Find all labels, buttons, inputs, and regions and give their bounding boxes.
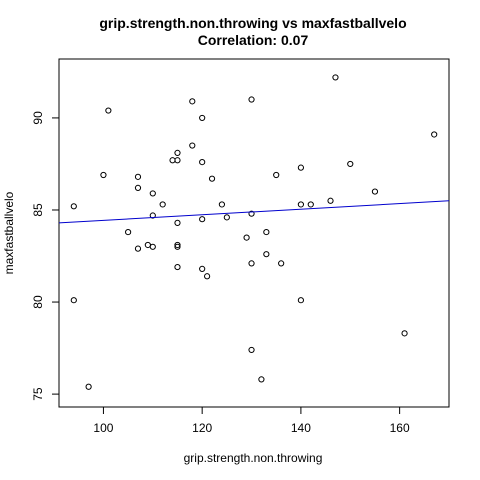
data-point <box>297 201 304 208</box>
data-point <box>401 330 408 337</box>
data-point <box>248 210 255 217</box>
data-point <box>431 131 438 138</box>
x-tick-label: 100 <box>93 421 113 435</box>
data-point <box>297 164 304 171</box>
data-point <box>149 243 156 250</box>
data-point <box>174 219 181 226</box>
data-point <box>248 260 255 267</box>
data-point <box>70 297 77 304</box>
data-point <box>347 160 354 168</box>
data-point <box>263 228 270 236</box>
data-point <box>218 201 226 208</box>
data-point <box>174 157 181 164</box>
data-point <box>100 171 107 179</box>
chart-subtitle: Correlation: 0.07 <box>198 32 309 48</box>
data-point <box>174 241 181 249</box>
data-point <box>149 190 156 197</box>
data-point <box>134 245 142 252</box>
x-tick-label: 160 <box>390 421 410 435</box>
plot-frame <box>58 58 450 408</box>
data-point <box>243 234 250 241</box>
x-axis-label: grip.strength.non.throwing <box>184 451 323 465</box>
data-point <box>332 74 339 81</box>
data-point <box>70 203 77 210</box>
data-point <box>307 201 314 208</box>
regression-line <box>58 200 450 224</box>
data-point <box>258 376 265 383</box>
data-point <box>85 383 92 390</box>
data-point <box>189 98 196 105</box>
data-point <box>371 188 379 195</box>
x-tick-label: 140 <box>291 421 311 435</box>
data-point <box>223 214 230 221</box>
data-point <box>208 175 216 182</box>
data-point <box>204 273 211 280</box>
data-point <box>263 251 270 258</box>
data-point <box>174 149 181 157</box>
y-tick-label: 75 <box>31 387 45 401</box>
x-axis: 100 120 140 160 <box>93 407 410 435</box>
data-point <box>189 142 196 149</box>
y-axis-label: maxfastballvelo <box>2 191 16 274</box>
data-point <box>199 159 206 166</box>
data-point <box>159 201 166 208</box>
data-point <box>199 216 206 223</box>
y-tick-label: 85 <box>31 203 45 217</box>
y-tick-label: 80 <box>31 295 45 309</box>
data-point <box>327 197 334 204</box>
data-point <box>134 184 142 191</box>
data-point <box>297 297 304 304</box>
data-point <box>149 212 156 219</box>
data-point <box>174 263 181 271</box>
x-tick-label: 120 <box>192 421 212 435</box>
data-point <box>134 173 142 180</box>
data-point <box>199 114 206 122</box>
data-point <box>169 157 176 164</box>
y-axis: 75 80 85 90 <box>31 111 59 401</box>
data-point <box>199 265 206 273</box>
data-point <box>273 171 280 179</box>
data-point <box>125 228 132 236</box>
data-point <box>174 243 181 250</box>
data-point <box>248 96 255 103</box>
y-tick-label: 90 <box>31 111 45 125</box>
data-point <box>144 241 151 249</box>
data-point <box>278 260 285 267</box>
data-point <box>105 107 112 114</box>
data-point <box>248 346 255 354</box>
chart-title: grip.strength.non.throwing vs maxfastbal… <box>99 15 406 31</box>
data-points <box>70 74 438 390</box>
